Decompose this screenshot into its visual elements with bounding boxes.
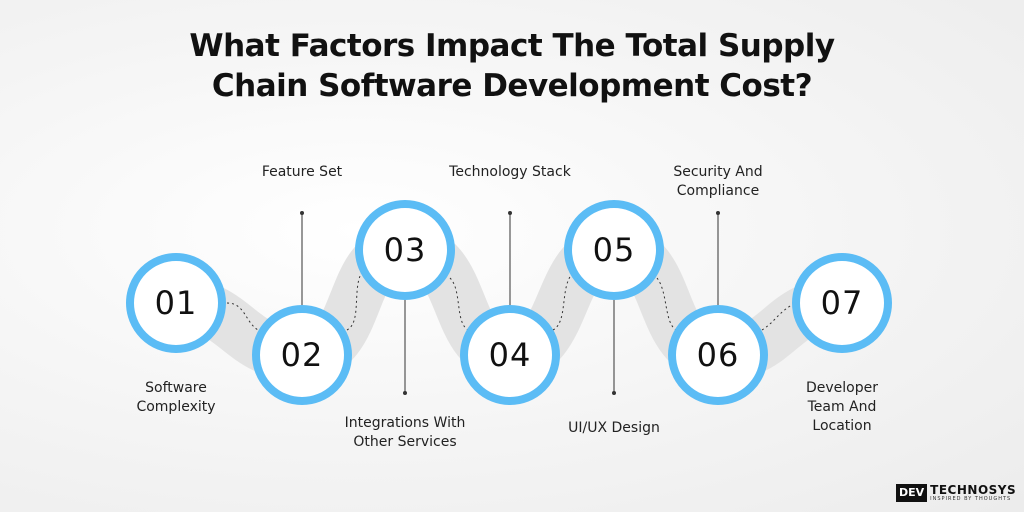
logo-name: TECHNOSYS — [930, 483, 1017, 497]
step-label-01: Software Complexity — [136, 380, 216, 415]
step-label-07: Developer Team And Location — [805, 380, 878, 434]
step-circle-05: 05 — [564, 200, 664, 300]
step-circle-01: 01 — [126, 253, 226, 353]
step-label-05: UI/UX Design — [568, 420, 660, 436]
page-title: What Factors Impact The Total Supply Cha… — [0, 26, 1024, 106]
step-label-06: Security And Compliance — [673, 164, 763, 199]
step-circle-04: 04 — [460, 305, 560, 405]
title-line-1: What Factors Impact The Total Supply — [189, 28, 835, 64]
step-circle-07: 07 — [792, 253, 892, 353]
logo-tagline: INSPIRED BY THOUGHTS — [930, 496, 1012, 502]
dotted-connectors — [226, 271, 797, 331]
leader-lines — [301, 213, 719, 393]
step-circle-03: 03 — [355, 200, 455, 300]
step-label-04: Technology Stack — [449, 164, 571, 180]
title-line-2: Chain Software Development Cost? — [211, 68, 813, 104]
step-circle-02: 02 — [252, 305, 352, 405]
step-label-02: Feature Set — [261, 164, 343, 180]
brand-logo: DEV TECHNOSYS INSPIRED BY THOUGHTS — [896, 483, 1016, 503]
logo-mark: DEV — [896, 484, 928, 502]
step-circle-06: 06 — [668, 305, 768, 405]
step-label-03: Integrations With Other Services — [344, 415, 466, 450]
